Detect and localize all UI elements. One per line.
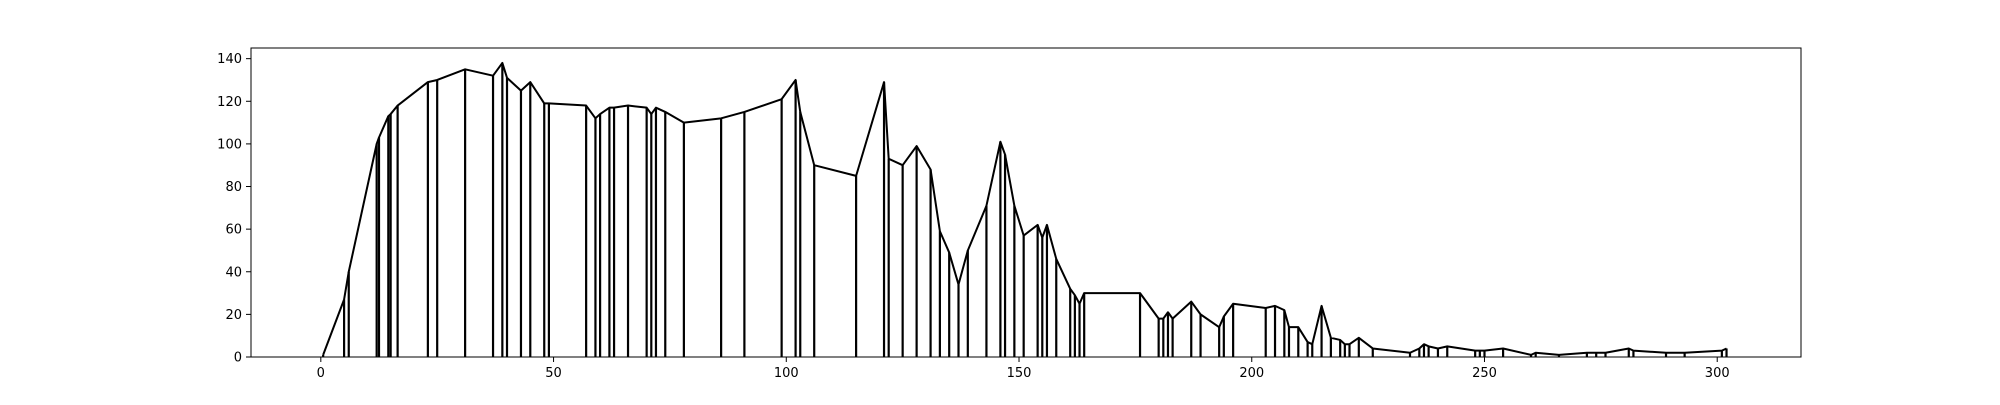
y-axis: 0 20 40 60 80 100 120 140 bbox=[217, 52, 251, 366]
x-tick-label: 200 bbox=[1239, 366, 1264, 381]
y-tick-label: 140 bbox=[217, 52, 242, 67]
x-axis: 0 50 100 150 200 250 300 bbox=[317, 357, 1730, 381]
x-tick-label: 250 bbox=[1472, 366, 1497, 381]
y-tick-label: 0 bbox=[234, 351, 242, 366]
x-tick-label: 0 bbox=[317, 366, 325, 381]
y-tick-label: 60 bbox=[225, 223, 242, 238]
y-tick-label: 120 bbox=[217, 95, 242, 110]
x-tick-label: 300 bbox=[1705, 366, 1730, 381]
x-tick-label: 150 bbox=[1007, 366, 1032, 381]
y-tick-label: 80 bbox=[225, 180, 242, 195]
plot-marks bbox=[322, 61, 1728, 357]
plot-frame bbox=[250, 47, 1802, 358]
x-tick-label: 50 bbox=[545, 366, 562, 381]
y-tick-label: 20 bbox=[225, 308, 242, 323]
y-tick-label: 40 bbox=[225, 265, 242, 280]
series-line bbox=[322, 61, 1727, 356]
x-tick-label: 100 bbox=[774, 366, 799, 381]
y-tick-label: 100 bbox=[217, 137, 242, 152]
